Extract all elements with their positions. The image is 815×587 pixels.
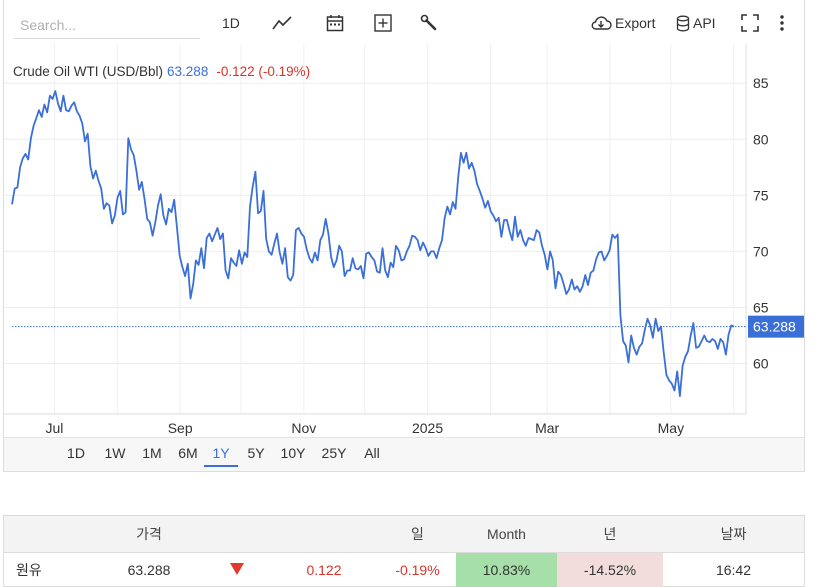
- last-price-label: 63.288: [753, 319, 796, 335]
- y-tick-label: 70: [753, 243, 769, 259]
- cloud-download-icon: [591, 16, 612, 30]
- x-tick-label: Jul: [46, 420, 64, 436]
- cell-date: 16:42: [715, 562, 752, 579]
- chart-panel: 1D Export API Crude Oil WTI (USD/Bbl: [3, 0, 805, 472]
- y-tick-label: 85: [753, 75, 769, 91]
- col-header-day: 일: [379, 516, 456, 553]
- legend-change: -0.122 (-0.19%): [216, 64, 310, 79]
- legend-price: 63.288: [167, 64, 208, 79]
- interval-label: 1D: [222, 15, 240, 31]
- y-tick-label: 65: [753, 299, 769, 315]
- col-header-price: 가격: [94, 516, 204, 553]
- y-tick-label: 80: [753, 131, 769, 147]
- cell-month: 10.83%: [456, 552, 557, 587]
- col-header-month: Month: [456, 516, 557, 553]
- cell-year: -14.52%: [557, 552, 663, 587]
- col-header-direction: [204, 516, 269, 553]
- x-tick-label: Sep: [168, 420, 193, 436]
- cell-price: 63.288: [127, 562, 171, 579]
- x-tick-label: Mar: [535, 420, 559, 436]
- period-6m[interactable]: 6M: [178, 445, 198, 461]
- legend-name: Crude Oil WTI (USD/Bbl): [13, 64, 163, 79]
- last-price-tag: [748, 315, 804, 338]
- period-1y[interactable]: 1Y: [204, 445, 238, 467]
- table-row[interactable]: 원유 63.288 0.122 -0.19% 10.83% -14.52% 16…: [4, 552, 804, 587]
- y-tick-label: 75: [753, 187, 769, 203]
- x-tick-label: May: [658, 420, 684, 436]
- period-all[interactable]: All: [364, 445, 380, 461]
- series-line: [11, 90, 735, 398]
- period-1m[interactable]: 1M: [142, 445, 162, 461]
- quote-table: 가격 일 Month 년 날짜 원유 63.288 0.122 -0.19% 1…: [3, 515, 805, 587]
- col-header-year: 년: [557, 516, 663, 553]
- cell-day: -0.19%: [395, 562, 440, 579]
- y-tick-label: 60: [753, 356, 769, 372]
- cell-name[interactable]: 원유: [16, 562, 42, 579]
- x-tick-label: Nov: [291, 420, 316, 436]
- cell-direction: [204, 552, 269, 587]
- down-triangle-icon: [229, 563, 244, 576]
- col-header-date: 날짜: [663, 516, 804, 553]
- calendar-icon[interactable]: [326, 12, 344, 34]
- x-tick-label: 2025: [412, 420, 443, 436]
- api-label: API: [693, 15, 716, 31]
- period-5y[interactable]: 5Y: [247, 445, 265, 461]
- chart-toolbar: 1D Export API: [4, 0, 804, 44]
- col-header-name: [4, 516, 94, 553]
- fullscreen-icon[interactable]: [741, 12, 759, 34]
- wrench-icon[interactable]: [420, 12, 438, 34]
- period-1w[interactable]: 1W: [104, 445, 126, 461]
- chart-legend: Crude Oil WTI (USD/Bbl) 63.288 -0.122 (-0.…: [13, 64, 310, 79]
- table-header-row: 가격 일 Month 년 날짜: [4, 516, 804, 553]
- col-header-change: [269, 516, 379, 553]
- search-input[interactable]: [14, 12, 200, 39]
- more-vertical-icon[interactable]: [779, 12, 785, 34]
- period-1d[interactable]: 1D: [67, 445, 85, 461]
- plus-box-icon[interactable]: [374, 12, 392, 34]
- line-chart-icon[interactable]: [272, 12, 292, 34]
- cell-change: 0.122: [306, 562, 342, 579]
- interval-selector[interactable]: 1D: [222, 12, 240, 34]
- period-selector: 1D 1W 1M 6M 1Y 5Y 10Y 25Y All: [4, 437, 804, 471]
- export-label: Export: [615, 15, 656, 31]
- period-25y[interactable]: 25Y: [321, 445, 347, 461]
- period-10y[interactable]: 10Y: [280, 445, 306, 461]
- database-icon: [676, 15, 690, 31]
- api-button[interactable]: API: [676, 12, 716, 34]
- export-button[interactable]: Export: [590, 12, 655, 34]
- price-chart[interactable]: Crude Oil WTI (USD/Bbl) 63.288 -0.122 (-0.…: [4, 44, 804, 437]
